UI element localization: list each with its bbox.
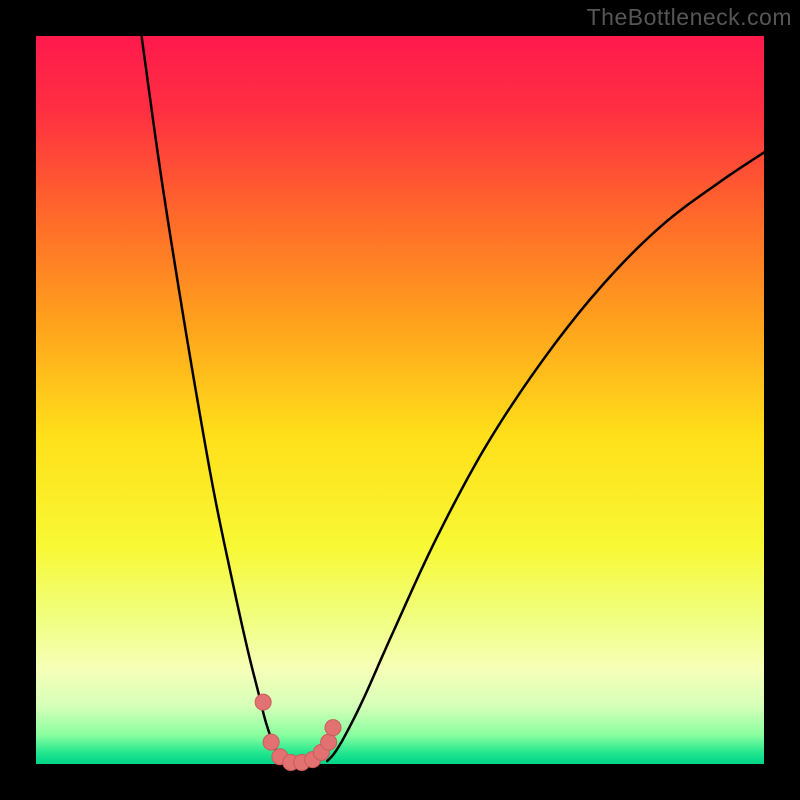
- watermark-text: TheBottleneck.com: [587, 4, 792, 31]
- marker-dot: [263, 734, 279, 750]
- marker-dot: [325, 720, 341, 736]
- plot-area: [36, 36, 764, 764]
- marker-dot: [321, 734, 337, 750]
- chart-svg: [0, 0, 800, 800]
- chart-frame: TheBottleneck.com: [0, 0, 800, 800]
- marker-dot: [255, 694, 271, 710]
